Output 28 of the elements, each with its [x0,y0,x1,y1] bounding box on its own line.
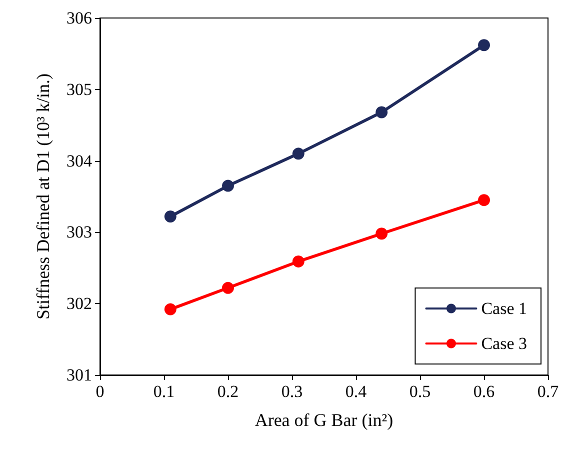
legend-label: Case 3 [481,334,527,353]
x-axis-title: Area of G Bar (in²) [254,410,394,430]
y-tick-label: 301 [66,366,92,384]
x-tick-label: 0.5 [409,382,431,401]
x-tick-label: 0.2 [217,382,239,401]
y-tick-label: 305 [66,80,92,99]
y-tick-label: 306 [66,8,92,28]
point [164,210,176,222]
legend-label: Case 1 [481,299,527,318]
y-tick-label: 304 [66,151,92,170]
y-tick-label: 302 [66,294,92,314]
x-tick-label: 0.7 [537,382,560,401]
point [478,194,490,206]
x-tick-label: 0.1 [153,382,175,401]
x-tick-label: 0 [96,382,104,401]
y-axis-title: Stiffness Defined at D1 (10³ k/in.) [33,73,53,320]
point [376,228,388,240]
point [478,39,490,52]
point [376,106,388,118]
x-tick-label: 0.3 [281,382,303,401]
y-tick-label: 303 [66,222,92,242]
point [222,282,234,294]
x-tick-label: 0.4 [345,382,368,401]
point [164,303,176,316]
point [292,148,304,160]
point [292,255,304,268]
point [222,180,234,192]
x-tick-label: 0.6 [473,382,495,401]
